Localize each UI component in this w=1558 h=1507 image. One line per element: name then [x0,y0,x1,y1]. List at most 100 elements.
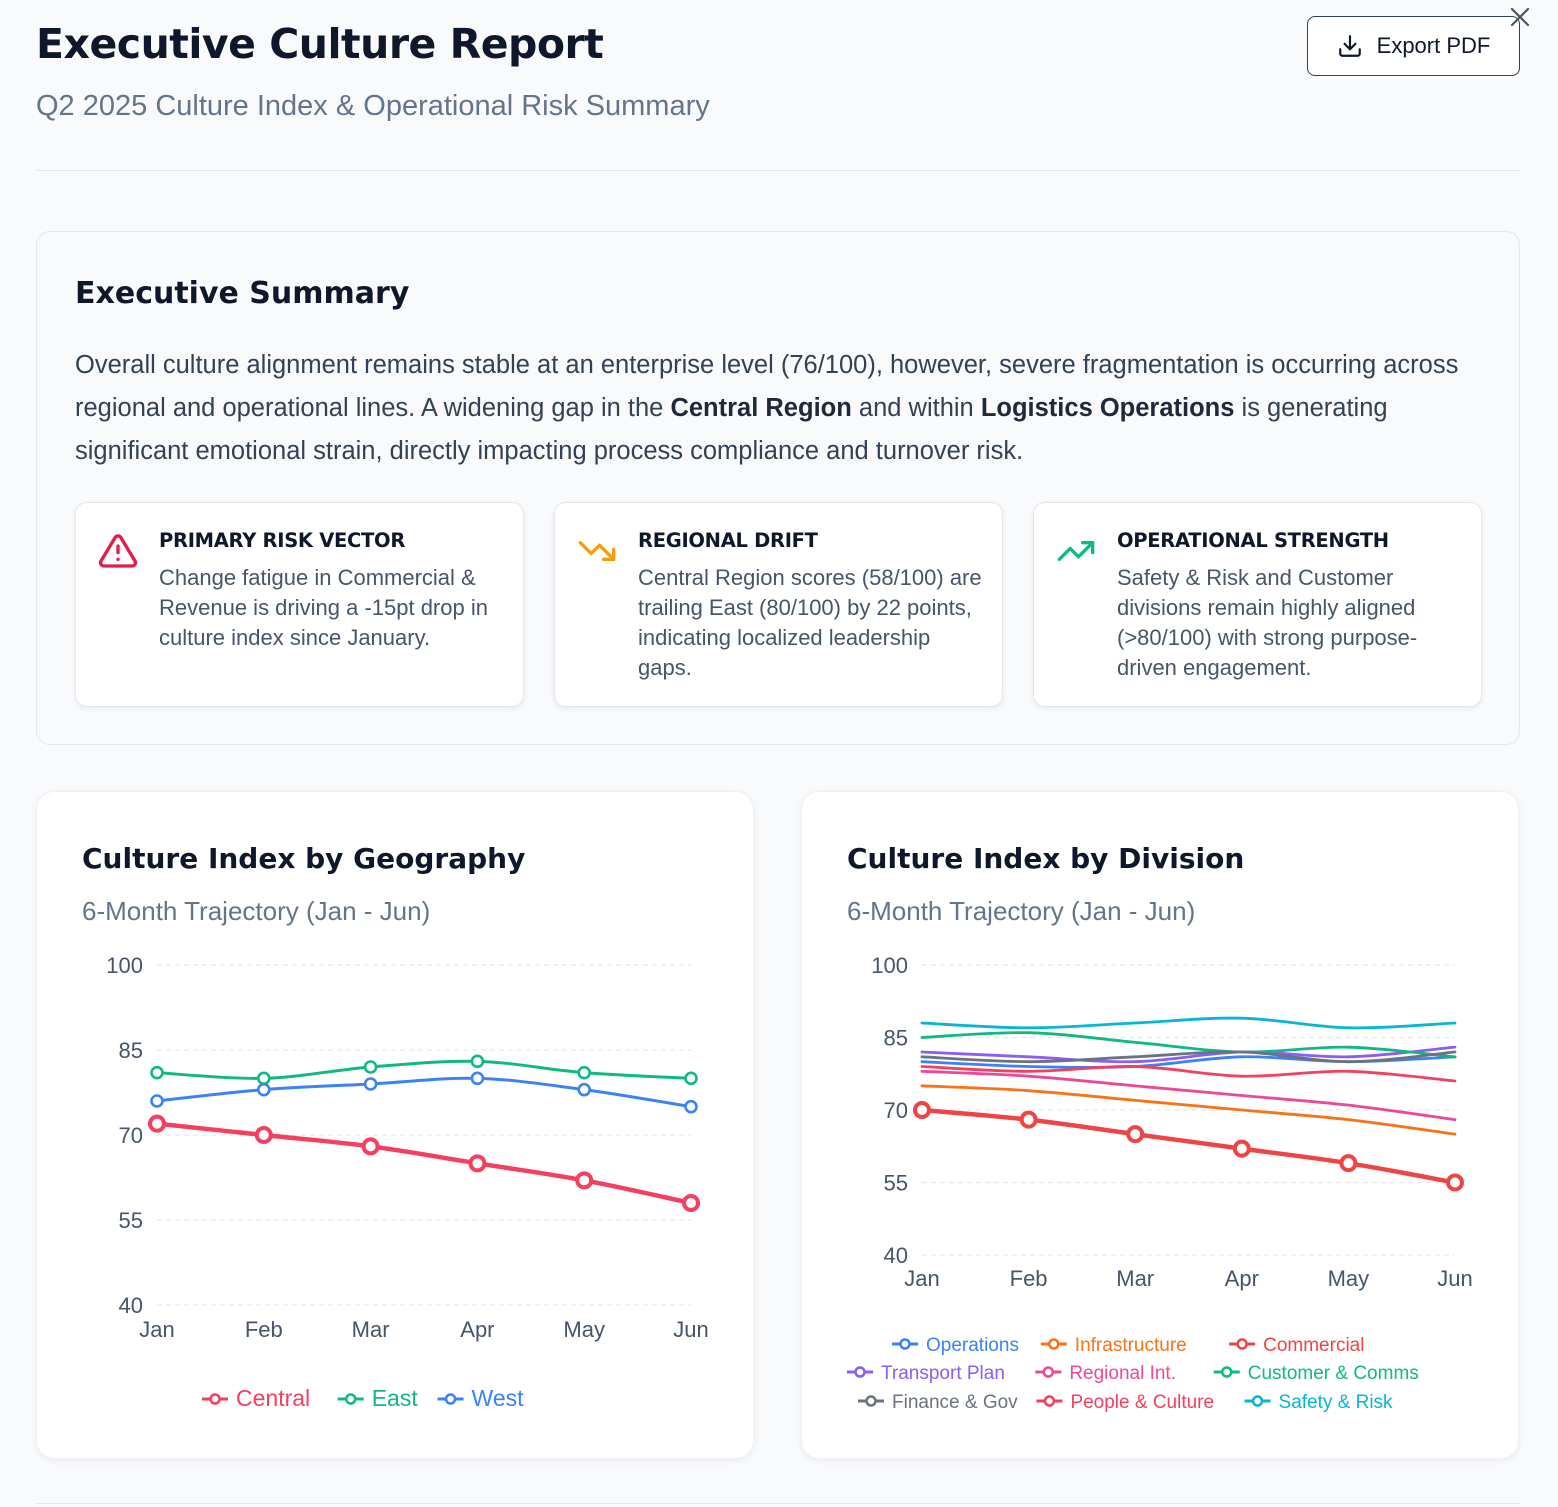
legend-marker [1048,1338,1060,1350]
executive-summary-card: Executive Summary Overall culture alignm… [36,231,1520,745]
data-point-central[interactable] [148,1114,166,1133]
x-tick-label: Jan [139,1317,174,1342]
insight-body: Central Region scores (58/100) are trail… [638,565,982,680]
legend-item-east[interactable]: East [337,1385,419,1411]
bottom-divider [36,1503,1520,1504]
summary-text-part: Overall culture alignment remains stable… [75,351,1459,422]
series-line-regional-int- [920,1069,1457,1122]
y-tick-label: 40 [119,1293,143,1318]
legend-label: East [372,1385,419,1411]
data-point-east[interactable] [150,1065,164,1080]
summary-highlight-logistics-operations: Logistics Operations [980,394,1235,422]
division-chart-card: Culture Index by Division 6-Month Trajec… [801,791,1519,1459]
series-line-people-culture [920,1065,1457,1083]
series-line-east [155,1059,693,1080]
data-point-west[interactable] [363,1077,378,1091]
y-tick-label: 70 [884,1098,908,1123]
data-point-west[interactable] [257,1082,271,1097]
data-point-west[interactable] [684,1099,698,1114]
legend-marker [1251,1395,1264,1407]
legend-marker [209,1393,221,1405]
data-point-west[interactable] [150,1094,164,1108]
data-point-east[interactable] [684,1071,698,1086]
legend-item-infrastructure[interactable]: Infrastructure [1040,1335,1187,1356]
legend-item-west[interactable]: West [437,1385,525,1411]
data-point-central[interactable] [682,1194,700,1212]
data-point-central[interactable] [575,1171,594,1190]
data-point-commercial[interactable] [1019,1110,1038,1129]
legend-item-finance-gov[interactable]: Finance & Gov [858,1392,1018,1413]
legend-marker [1042,1366,1055,1378]
x-tick-label: Mar [1116,1266,1154,1291]
data-point-commercial[interactable] [1446,1173,1464,1192]
chart-subtitle: 6-Month Trajectory (Jan - Jun) [82,896,431,926]
legend-marker [865,1395,877,1407]
legend-item-central[interactable]: Central [202,1385,310,1411]
download-icon [1338,35,1361,57]
series-line-safety-risk [920,1016,1457,1030]
data-point-central[interactable] [254,1126,273,1144]
chart-title: Culture Index by Division [847,842,1245,875]
data-point-central[interactable] [361,1137,380,1156]
data-point-commercial[interactable] [1339,1154,1358,1173]
y-tick-label: 85 [884,1026,908,1051]
legend-item-safety-risk[interactable]: Safety & Risk [1244,1392,1394,1413]
legend-marker [854,1366,866,1378]
x-tick-label: Feb [1010,1266,1048,1291]
legend-item-operations[interactable]: Operations [892,1335,1019,1356]
summary-text-part: and within [851,394,981,422]
legend-marker [1221,1366,1233,1378]
legend-item-transport-plan[interactable]: Transport Plan [847,1363,1005,1384]
x-tick-label: May [563,1317,605,1342]
x-tick-label: Mar [352,1317,390,1342]
data-point-west[interactable] [470,1071,485,1086]
data-point-east[interactable] [470,1054,485,1069]
trending-down-icon [578,541,616,561]
export-pdf-label: Export PDF [1376,33,1491,58]
legend-label: Transport Plan [881,1363,1005,1384]
data-point-east[interactable] [257,1071,271,1086]
legend-item-customer-comms[interactable]: Customer & Comms [1213,1363,1419,1384]
legend-item-people-culture[interactable]: People & Culture [1036,1392,1214,1413]
legend-marker [344,1393,357,1405]
series-line-customer-comms [920,1031,1457,1059]
y-tick-label: 100 [106,953,143,978]
y-tick-label: 100 [871,953,908,978]
series-line-infrastructure [920,1084,1457,1136]
legend-marker [899,1338,911,1350]
close-icon[interactable] [1508,5,1532,29]
summary-highlight-central-region: Central Region [670,394,852,422]
series-line-finance-gov [920,1050,1457,1064]
data-point-commercial[interactable] [913,1101,931,1119]
legend-label: Finance & Gov [892,1392,1018,1413]
y-tick-label: 55 [884,1171,908,1196]
insight-body: Safety & Risk and Customer divisions rem… [1117,565,1418,680]
series-line-central [154,1121,694,1206]
data-point-east[interactable] [363,1060,378,1074]
data-point-commercial[interactable] [1126,1125,1145,1144]
legend-item-commercial[interactable]: Commercial [1229,1335,1364,1356]
series-line-transport-plan [920,1045,1457,1064]
report-header: Executive Culture Report Q2 2025 Culture… [36,16,1520,171]
trending-up-icon [1057,541,1095,561]
data-point-east[interactable] [577,1065,592,1080]
legend-item-regional-int-[interactable]: Regional Int. [1035,1363,1176,1384]
legend-marker [444,1393,457,1405]
series-line-commercial [919,1107,1458,1185]
legend-label: Customer & Comms [1248,1363,1419,1384]
geography-line-chart: 40 55 70 85 100 Jan Feb Mar Apr May Jun Central East… [106,953,708,1411]
insight-title: OPERATIONAL STRENGTH [1117,529,1389,552]
x-tick-label: Jun [673,1317,708,1342]
division-line-chart: 40 55 70 85 100 Jan Feb Mar Apr May Jun Operations I… [847,953,1473,1413]
export-pdf-button[interactable]: Export PDF [1307,16,1520,76]
data-point-central[interactable] [468,1154,487,1173]
data-point-west[interactable] [577,1082,592,1097]
data-point-commercial[interactable] [1232,1139,1251,1158]
x-tick-label: Apr [460,1317,494,1342]
page-subtitle: Q2 2025 Culture Index & Operational Risk… [36,90,710,122]
summary-title: Executive Summary [75,276,410,311]
y-tick-label: 55 [119,1208,143,1233]
legend-marker [1043,1395,1056,1407]
legend-label: Operations [926,1335,1019,1356]
x-tick-label: Jan [904,1266,939,1291]
